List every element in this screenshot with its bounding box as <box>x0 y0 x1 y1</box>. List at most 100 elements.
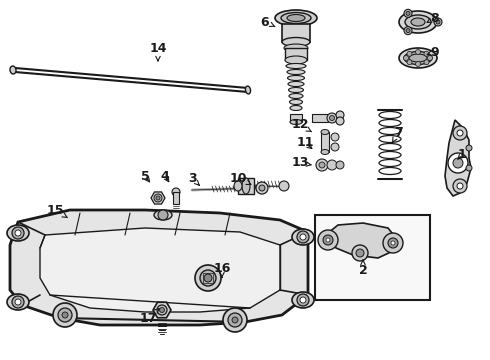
Circle shape <box>256 182 268 194</box>
Ellipse shape <box>288 76 304 81</box>
Ellipse shape <box>409 54 427 62</box>
Polygon shape <box>445 120 471 196</box>
Circle shape <box>336 161 344 169</box>
Circle shape <box>406 11 410 15</box>
Ellipse shape <box>245 86 250 94</box>
Ellipse shape <box>379 152 401 158</box>
Circle shape <box>336 117 344 125</box>
Circle shape <box>416 62 420 67</box>
Circle shape <box>453 158 463 168</box>
Circle shape <box>424 51 429 56</box>
Polygon shape <box>151 192 165 204</box>
Circle shape <box>406 29 410 33</box>
Circle shape <box>327 113 337 123</box>
Circle shape <box>200 270 216 286</box>
Ellipse shape <box>321 130 329 135</box>
Circle shape <box>434 18 442 26</box>
Ellipse shape <box>290 99 302 104</box>
Ellipse shape <box>282 37 310 46</box>
Circle shape <box>15 299 21 305</box>
Circle shape <box>12 227 24 239</box>
Polygon shape <box>328 223 396 258</box>
Ellipse shape <box>379 127 401 135</box>
Text: 5: 5 <box>141 170 149 183</box>
Ellipse shape <box>275 10 317 26</box>
Ellipse shape <box>242 178 250 194</box>
Circle shape <box>58 308 72 322</box>
Bar <box>312 114 328 122</box>
Circle shape <box>12 296 24 308</box>
Circle shape <box>15 230 21 236</box>
Ellipse shape <box>290 120 302 125</box>
Circle shape <box>424 60 429 65</box>
Ellipse shape <box>154 210 172 220</box>
Ellipse shape <box>411 18 425 26</box>
Ellipse shape <box>287 69 305 75</box>
Ellipse shape <box>399 11 437 33</box>
Circle shape <box>154 194 162 202</box>
Circle shape <box>448 153 468 173</box>
Circle shape <box>62 312 68 318</box>
Circle shape <box>228 313 242 327</box>
Ellipse shape <box>404 51 432 64</box>
Ellipse shape <box>379 159 401 166</box>
Circle shape <box>407 51 412 56</box>
Ellipse shape <box>289 87 303 93</box>
Text: 10: 10 <box>229 171 251 184</box>
Circle shape <box>172 188 180 196</box>
Ellipse shape <box>379 144 401 150</box>
Circle shape <box>453 179 467 193</box>
Ellipse shape <box>292 229 314 245</box>
Circle shape <box>223 308 247 332</box>
Ellipse shape <box>284 44 308 52</box>
Circle shape <box>323 235 333 245</box>
Text: 3: 3 <box>188 171 199 185</box>
Bar <box>290 114 302 122</box>
Text: 7: 7 <box>392 126 402 143</box>
Circle shape <box>356 249 364 257</box>
Text: 9: 9 <box>427 45 440 58</box>
Circle shape <box>158 210 168 220</box>
Circle shape <box>466 165 472 171</box>
Circle shape <box>331 133 339 141</box>
Text: 11: 11 <box>296 136 314 149</box>
Ellipse shape <box>289 94 303 99</box>
Circle shape <box>319 162 325 168</box>
Ellipse shape <box>234 181 242 191</box>
Polygon shape <box>153 302 171 318</box>
Bar <box>203 273 213 283</box>
Ellipse shape <box>292 292 314 308</box>
Polygon shape <box>10 210 308 325</box>
Text: 15: 15 <box>46 203 67 217</box>
Ellipse shape <box>286 63 306 68</box>
Circle shape <box>331 143 339 151</box>
Circle shape <box>232 317 238 323</box>
Circle shape <box>466 145 472 151</box>
Ellipse shape <box>7 294 29 310</box>
Ellipse shape <box>321 149 329 154</box>
Ellipse shape <box>379 112 401 118</box>
Ellipse shape <box>287 14 305 22</box>
Bar <box>321 132 329 152</box>
Circle shape <box>391 241 395 245</box>
Circle shape <box>388 238 398 248</box>
Bar <box>173 192 179 204</box>
Circle shape <box>279 181 289 191</box>
Ellipse shape <box>10 66 16 74</box>
Ellipse shape <box>281 13 311 23</box>
Text: 4: 4 <box>161 170 170 183</box>
Circle shape <box>457 183 463 189</box>
Circle shape <box>352 245 368 261</box>
Text: 12: 12 <box>291 118 312 132</box>
Circle shape <box>195 265 221 291</box>
Text: 1: 1 <box>458 148 466 162</box>
Circle shape <box>157 305 167 315</box>
Bar <box>238 178 254 194</box>
Polygon shape <box>40 228 280 312</box>
Circle shape <box>383 233 403 253</box>
Ellipse shape <box>288 81 304 86</box>
Ellipse shape <box>7 225 29 241</box>
Text: 17: 17 <box>139 309 159 324</box>
Ellipse shape <box>290 105 302 111</box>
Text: 8: 8 <box>427 12 440 24</box>
